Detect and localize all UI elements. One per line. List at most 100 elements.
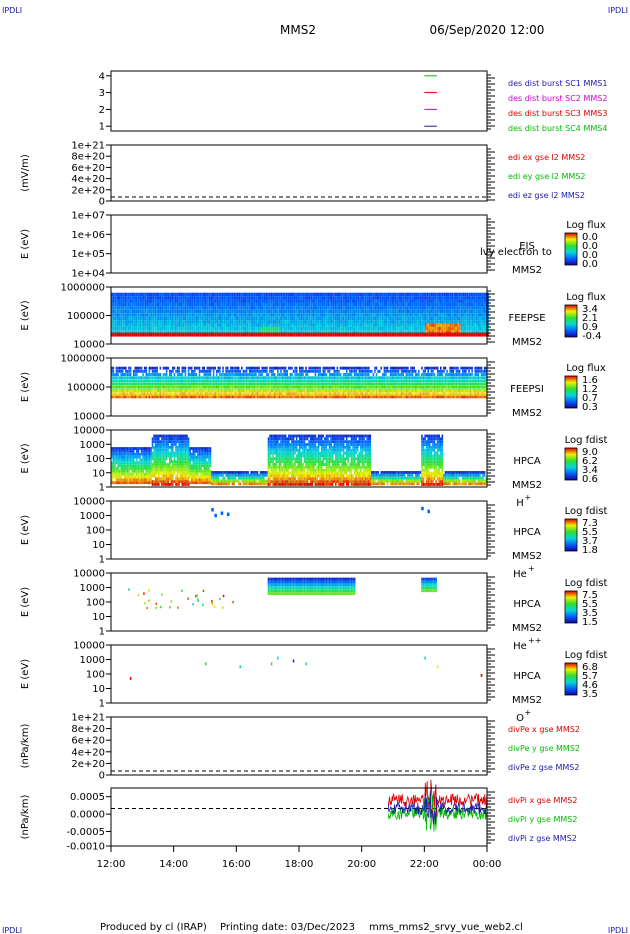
panel-hpca_he2-cbar-title: Log fdist [565, 578, 608, 589]
panel-eis-species: lvy electron to [480, 247, 552, 258]
ytick-label: 4 [99, 71, 105, 82]
panel-hpca_he-ion: He [513, 569, 527, 580]
panel-edi-frame [110, 144, 488, 202]
ytick-label: 100 [86, 454, 105, 465]
panel-hpca_he2-sc: MMS2 [512, 623, 542, 634]
ytick-label: 1e+21 [71, 713, 105, 724]
ytick-label: 1e+07 [71, 211, 105, 222]
panel-hpca_he2-cbar-tick: 5.5 [582, 599, 598, 610]
panel-feepse-cbar-tick: 2.1 [582, 313, 598, 324]
panel-feepse-instrument: FEEPSE [508, 313, 545, 324]
divpi-y-trace [387, 793, 488, 832]
panel-burst-legend-3: des dist burst SC4 MMS4 [508, 124, 607, 133]
ytick-label: 10000 [73, 497, 105, 508]
ytick-label: 2e+20 [71, 185, 105, 196]
panel-burst-legend-0: des dist burst SC1 MMS1 [508, 79, 607, 88]
panel-hpca_he-frame [110, 500, 488, 560]
panel-feepse-cbar-tick: 3.4 [582, 304, 598, 315]
ytick-label: 10 [92, 612, 105, 623]
panel-hpca_h-cbar-title: Log fdist [565, 435, 608, 446]
panel-hpca_he-cbar-title: Log fdist [565, 506, 608, 517]
panel-feepsi-colorbar [564, 375, 578, 409]
time-tick-label: 16:00 [222, 859, 251, 870]
corner-label-top-right: IPDLI [608, 6, 628, 15]
panel-feepse-cbar-tick: -0.4 [582, 331, 602, 342]
panel-hpca_he: 10000 1000 100 10 1 E (eV) HPCA MMS2 He+ Log fdis… [20, 497, 607, 581]
panel-hpca_h-ylabel: E (eV) [20, 443, 31, 473]
panel-hpca_he2-cbar-tick: 3.5 [582, 608, 598, 619]
panel-eis-cbar-tick: 0.0 [582, 232, 598, 243]
ytick-label: 2 [99, 105, 105, 116]
panel-hpca_o-cbar-tick: 5.7 [582, 671, 598, 682]
panel-hpca_he-ylabel: E (eV) [20, 515, 31, 545]
panel-burst-data [424, 75, 437, 127]
panel-feepse-data [111, 292, 489, 337]
ytick-label: 8e+20 [71, 724, 105, 735]
time-tick-label: 18:00 [285, 859, 314, 870]
panel-hpca_o-frame [110, 644, 488, 704]
panel-edi-legend-1: edi ey gse l2 MMS2 [508, 172, 586, 181]
panel-hpca_h: 10000 1000 100 10 1 E (eV) HPCA MMS2 H+ Log fdist… [20, 426, 607, 510]
ytick-label: 6e+20 [71, 736, 105, 747]
ytick-label: 4e+20 [71, 747, 105, 758]
ytick-label: 1000000 [60, 283, 105, 294]
panel-eis-cbar-tick: 0.0 [582, 241, 598, 252]
ytick-label: 100000 [67, 383, 105, 394]
panel-divpe-legend-1: divPe y gse MMS2 [508, 744, 580, 753]
panel-divpi-legend-2: divPi z gse MMS2 [508, 834, 577, 843]
ytick-label: 10000 [73, 569, 105, 580]
panel-hpca_he-sc: MMS2 [512, 551, 542, 562]
panel-divpe-frame [110, 716, 488, 776]
panel-hpca_o-cbar-title: Log fdist [565, 650, 608, 661]
panel-hpca_he2-ion-charge: ++ [528, 636, 541, 645]
ytick-label: 1 [99, 627, 105, 638]
panel-feepsi-cbar-tick: 0.3 [582, 402, 598, 413]
ytick-label: 8e+20 [71, 152, 105, 163]
ytick-label: 0 [99, 197, 105, 208]
ytick-label: 10000 [73, 340, 105, 351]
panel-hpca_h-ion-charge: + [525, 493, 532, 502]
panel-eis-cbar-tick: 0.0 [582, 250, 598, 261]
ytick-label: 1 [99, 699, 105, 710]
panel-edi-ylabel: (mV/m) [20, 154, 31, 192]
panel-feepsi-cbar-tick: 0.7 [582, 393, 598, 404]
ytick-label: 1 [99, 483, 105, 494]
panel-hpca_o-ion-charge: + [525, 708, 532, 717]
panel-feepse-cbar-tick: 0.9 [582, 322, 598, 333]
time-tick-label: 12:00 [97, 859, 126, 870]
panel-divpe-legend-2: divPe z gse MMS2 [508, 763, 579, 772]
time-tick-label: 00:00 [473, 859, 502, 870]
time-tick-label: 20:00 [347, 859, 376, 870]
corner-label-bottom-left: IPDLI [2, 926, 22, 934]
corner-label-bottom-right: IPDLI [608, 926, 628, 934]
panel-eis-cbar-title: Log flux [566, 220, 606, 231]
panel-feepsi: 1000000 100000 10000 E (eV) FEEPSI MMS2 Log fl… [20, 354, 606, 423]
panel-divpe-legend-0: divPe x gse MMS2 [508, 725, 580, 734]
panel-hpca_o-instrument: HPCA [513, 671, 541, 682]
panel-divpi-legend-1: divPi y gse MMS2 [508, 815, 577, 824]
panel-burst: 4 3 2 1 des dist burst SC1 MMS1 des dist burs… [99, 70, 607, 133]
panel-divpi: 0.0005 0.0000 -0.0005 -0.0010 (nPa/km) divPi … [20, 779, 577, 853]
time-tick-label: 22:00 [410, 859, 439, 870]
footer-produced-by: Produced by cl (IRAP) [100, 922, 207, 933]
panel-hpca_he2-instrument: HPCA [513, 599, 541, 610]
panel-feepsi-cbar-tick: 1.2 [582, 384, 598, 395]
ytick-label: 1e+05 [71, 249, 105, 260]
panel-eis-sc: MMS2 [512, 265, 542, 276]
ytick-label: -0.0010 [66, 842, 105, 853]
panel-feepse-colorbar [564, 304, 578, 338]
panel-burst-legend-2: des dist burst SC3 MMS3 [508, 109, 607, 118]
corner-label-top-left: IPDLI [2, 6, 22, 15]
panel-hpca_h-cbar-tick: 3.4 [582, 465, 598, 476]
ytick-label: 1e+04 [71, 269, 105, 280]
ytick-label: 1000000 [60, 354, 105, 365]
footer-filename: mms_mms2_srvy_vue_web2.cl [369, 922, 523, 933]
panel-hpca_o-cbar-tick: 4.6 [582, 680, 598, 691]
panel-feepse-ylabel: E (eV) [20, 300, 31, 330]
panel-hpca_o: 10000 1000 100 10 1 E (eV) HPCA MMS2 O+ Log fdist… [20, 641, 607, 725]
panel-hpca_h-cbar-tick: 0.6 [582, 474, 598, 485]
panel-hpca_he2-colorbar [564, 590, 578, 624]
ytick-label: 1000 [80, 511, 105, 522]
panel-feepsi-cbar-tick: 1.6 [582, 375, 598, 386]
